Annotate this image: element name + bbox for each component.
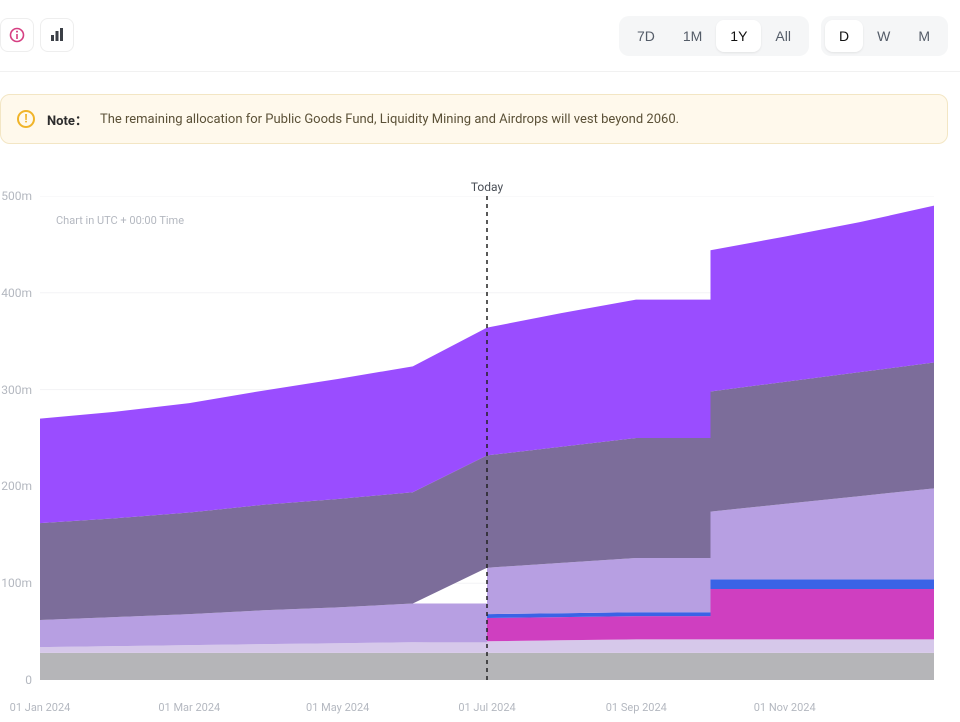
left-icons [0,18,74,52]
y-tick-label: 300m [1,383,32,397]
range-segment: 7D1M1YAll [619,16,809,56]
warning-icon [17,110,35,128]
x-tick-label: 01 Sep 2024 [606,701,667,714]
x-tick-label: 01 Jul 2024 [458,701,515,714]
x-tick-label: 01 May 2024 [306,701,369,714]
series-grey_base [40,653,934,680]
x-tick-label: 01 Mar 2024 [158,701,220,714]
y-tick-label: 500m [1,189,32,203]
info-icon-button[interactable] [0,18,34,52]
info-icon [9,27,25,43]
top-bar: 7D1M1YAll DWM [0,0,960,72]
bar-chart-icon-button[interactable] [40,18,74,52]
range-button-all[interactable]: All [761,20,805,52]
grain-button-m[interactable]: M [904,20,944,52]
note-text: The remaining allocation for Public Good… [100,112,679,127]
y-tick-label: 400m [1,286,32,300]
y-tick-label: 100m [1,576,32,590]
x-tick-label: 01 Nov 2024 [754,701,816,714]
note-label: Note： [47,110,88,129]
y-tick-label: 200m [1,479,32,493]
y-tick-label: 0 [25,673,32,687]
chart: 0 100m 200m 300m 400m 500m 01 Jan 2024 01 Mar … [0,178,960,722]
plot-area[interactable] [40,196,934,680]
range-button-1m[interactable]: 1M [669,20,716,52]
today-label: Today [471,180,503,194]
grain-segment: DWM [821,16,948,56]
range-button-7d[interactable]: 7D [623,20,669,52]
x-tick-label: 01 Jan 2024 [10,701,71,714]
note-banner: Note： The remaining allocation for Publi… [0,94,948,144]
bar-chart-icon [49,27,65,43]
controls: 7D1M1YAll DWM [619,16,948,56]
grain-button-w[interactable]: W [863,20,904,52]
grain-button-d[interactable]: D [825,20,863,52]
range-button-1y[interactable]: 1Y [716,20,761,52]
